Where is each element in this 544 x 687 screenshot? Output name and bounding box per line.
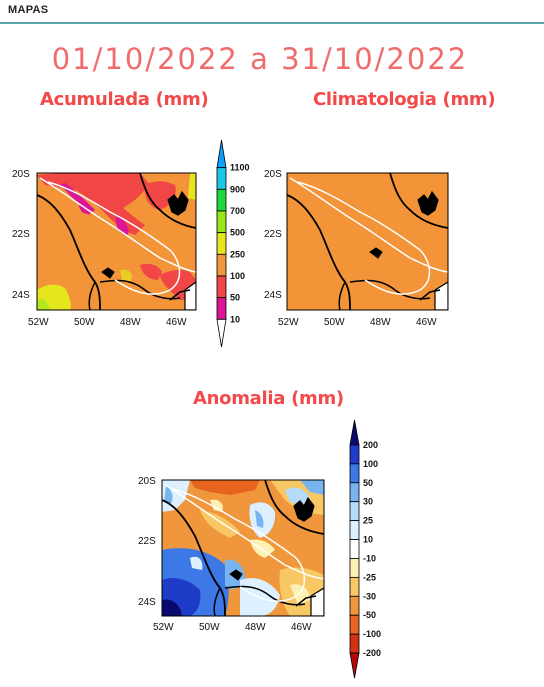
colorbar-label: 200	[363, 440, 378, 450]
colorbar-segment	[216, 167, 227, 190]
colorbar-label: 700	[230, 206, 245, 216]
colorbar-label: 50	[363, 478, 373, 488]
colorbar-segment	[216, 232, 227, 255]
lat-label-22s: 22S	[12, 229, 30, 240]
lon-label-50w: 50W	[324, 317, 345, 328]
colorbar-segment	[216, 210, 227, 234]
lat-label-20s: 20S	[138, 476, 156, 487]
colorbar-label: -200	[363, 648, 381, 658]
header-title: MAPAS	[8, 4, 49, 16]
climatology-map: 20S 22S 24S 52W 50W 48W 46W	[264, 169, 449, 328]
colorbar-label: 100	[230, 271, 245, 281]
colorbar-label: 1100	[230, 163, 250, 173]
lat-label-24s: 24S	[138, 597, 156, 608]
colorbar-label: 100	[363, 459, 378, 469]
lat-label-22s: 22S	[138, 536, 156, 547]
anomaly-map-frame	[161, 479, 325, 617]
colorbar-segment	[216, 275, 227, 299]
lon-label-46w: 46W	[166, 317, 187, 328]
colorbar-label: 50	[230, 293, 240, 303]
colorbar-segment	[349, 558, 360, 578]
colorbar-segment	[216, 297, 227, 320]
colorbar-label: 25	[363, 516, 373, 526]
accumulated-map-title: Acumulada (mm)	[40, 89, 209, 110]
colorbar-segment	[349, 539, 360, 559]
lat-label-22s: 22S	[264, 229, 282, 240]
header-bar: MAPAS	[0, 0, 544, 24]
colorbar-segment	[349, 652, 360, 679]
accumulated-map-borders	[37, 173, 196, 310]
colorbar-segment	[349, 463, 360, 484]
precip-colorbar: 1100 900 700 500 250 100 50 10	[216, 139, 250, 348]
colorbar-segment	[349, 576, 360, 597]
colorbar-segment	[216, 139, 227, 169]
colorbar-segment	[349, 633, 360, 654]
colorbar-segment	[349, 482, 360, 503]
lon-label-46w: 46W	[416, 317, 437, 328]
lon-label-48w: 48W	[120, 317, 141, 328]
colorbar-label: 10	[230, 314, 240, 324]
colorbar-label: -25	[363, 572, 376, 582]
lon-label-50w: 50W	[74, 317, 95, 328]
climatology-map-frame	[286, 172, 449, 311]
period-title: 01/10/2022 a 31/10/2022	[51, 42, 469, 76]
climatology-map-borders	[287, 173, 448, 310]
colorbar-segment	[349, 595, 360, 616]
lat-label-20s: 20S	[264, 169, 282, 180]
colorbar-segment	[216, 188, 227, 212]
colorbar-label: 900	[230, 184, 245, 194]
colorbar-segment	[349, 444, 360, 465]
climatology-map-title: Climatologia (mm)	[313, 89, 496, 110]
colorbar-label: 500	[230, 228, 245, 238]
lon-label-52w: 52W	[153, 622, 174, 633]
colorbar-label: 250	[230, 249, 245, 259]
anomaly-map-title: Anomalia (mm)	[193, 388, 344, 409]
lon-label-52w: 52W	[278, 317, 299, 328]
lat-label-24s: 24S	[264, 290, 282, 301]
anomaly-map: 20S 22S 24S 52W 50W 48W 46W	[138, 476, 325, 633]
lon-label-48w: 48W	[245, 622, 266, 633]
colorbar-label: -50	[363, 610, 376, 620]
lon-label-46w: 46W	[291, 622, 312, 633]
anomaly-map-borders	[162, 480, 324, 616]
anomaly-map-field	[162, 480, 324, 616]
climatology-map-field	[287, 173, 448, 310]
lat-label-20s: 20S	[12, 169, 30, 180]
anomaly-colorbar: 200 100 50 30 25 10 -10 -25 -30 -50 -100 -200	[349, 419, 381, 679]
accumulated-map: 20S 22S 24S 52W 50W 48W 46W	[12, 169, 197, 328]
colorbar-label: -100	[363, 629, 381, 639]
lon-label-52w: 52W	[28, 317, 49, 328]
colorbar-label: -10	[363, 553, 376, 563]
lon-label-50w: 50W	[199, 622, 220, 633]
lat-label-24s: 24S	[12, 290, 30, 301]
colorbar-segment	[349, 501, 360, 522]
colorbar-segment	[216, 318, 227, 348]
accumulated-map-field	[37, 173, 196, 310]
colorbar-label: 10	[363, 535, 373, 545]
colorbar-label: -30	[363, 591, 376, 601]
colorbar-segment	[349, 419, 360, 446]
colorbar-segment	[349, 614, 360, 635]
lon-label-48w: 48W	[370, 317, 391, 328]
colorbar-segment	[216, 253, 227, 277]
colorbar-segment	[349, 520, 360, 540]
accumulated-map-frame	[36, 172, 197, 311]
colorbar-label: 30	[363, 497, 373, 507]
